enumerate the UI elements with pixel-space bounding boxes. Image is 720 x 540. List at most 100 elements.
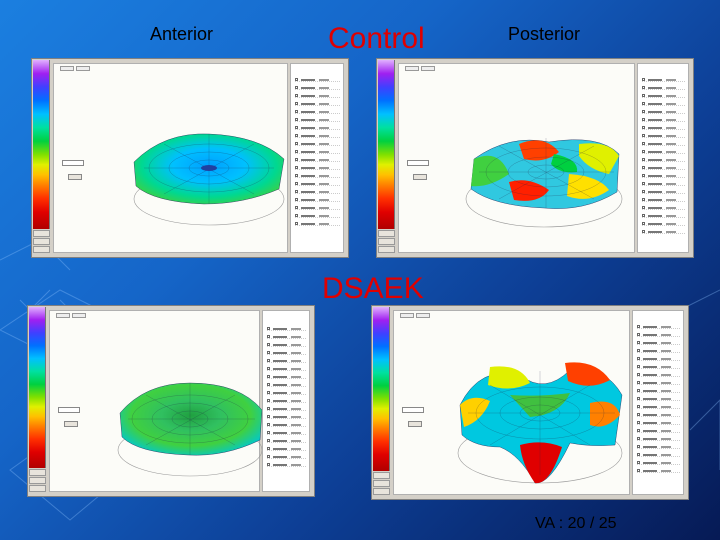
list-item[interactable] — [642, 166, 685, 170]
list-item[interactable] — [267, 327, 306, 331]
list-item[interactable] — [642, 134, 685, 138]
list-item[interactable] — [637, 349, 680, 353]
list-item[interactable] — [637, 437, 680, 441]
exaggeration-slider[interactable] — [402, 407, 424, 413]
scale-button[interactable] — [33, 230, 50, 237]
list-item[interactable] — [642, 126, 685, 130]
list-item[interactable] — [295, 198, 340, 202]
list-item[interactable] — [637, 421, 680, 425]
list-item[interactable] — [637, 365, 680, 369]
list-item[interactable] — [642, 158, 685, 162]
scale-button[interactable] — [29, 469, 46, 476]
scale-button[interactable] — [33, 238, 50, 245]
scale-button[interactable] — [373, 472, 390, 479]
list-item[interactable] — [637, 373, 680, 377]
list-item[interactable] — [295, 78, 340, 82]
list-item[interactable] — [295, 94, 340, 98]
list-item[interactable] — [637, 461, 680, 465]
scale-button[interactable] — [33, 246, 50, 253]
list-item[interactable] — [295, 150, 340, 154]
apply-button[interactable] — [408, 421, 422, 427]
list-item[interactable] — [637, 413, 680, 417]
list-item[interactable] — [267, 423, 306, 427]
scale-button[interactable] — [378, 230, 395, 237]
list-item[interactable] — [642, 110, 685, 114]
tab-options[interactable] — [72, 313, 86, 318]
list-item[interactable] — [642, 190, 685, 194]
list-item[interactable] — [295, 158, 340, 162]
list-item[interactable] — [267, 439, 306, 443]
list-item[interactable] — [637, 381, 680, 385]
list-item[interactable] — [642, 174, 685, 178]
scale-button[interactable] — [373, 480, 390, 487]
list-item[interactable] — [295, 166, 340, 170]
list-item[interactable] — [267, 415, 306, 419]
list-item[interactable] — [295, 118, 340, 122]
tab-options[interactable] — [76, 66, 90, 71]
list-item[interactable] — [267, 407, 306, 411]
list-item[interactable] — [642, 230, 685, 234]
tab-options[interactable] — [416, 313, 430, 318]
list-item[interactable] — [267, 399, 306, 403]
list-item[interactable] — [267, 375, 306, 379]
list-item[interactable] — [637, 325, 680, 329]
list-item[interactable] — [637, 357, 680, 361]
list-item[interactable] — [295, 134, 340, 138]
list-item[interactable] — [642, 118, 685, 122]
list-item[interactable] — [295, 86, 340, 90]
tab-view[interactable] — [56, 313, 70, 318]
list-item[interactable] — [267, 463, 306, 467]
list-item[interactable] — [637, 445, 680, 449]
apply-button[interactable] — [64, 421, 78, 427]
list-item[interactable] — [267, 351, 306, 355]
list-item[interactable] — [295, 126, 340, 130]
scale-button[interactable] — [29, 485, 46, 492]
list-item[interactable] — [642, 94, 685, 98]
surface-view[interactable] — [49, 310, 263, 492]
list-item[interactable] — [637, 405, 680, 409]
list-item[interactable] — [642, 206, 685, 210]
list-item[interactable] — [637, 469, 680, 473]
exaggeration-slider[interactable] — [62, 160, 84, 166]
apply-button[interactable] — [68, 174, 82, 180]
list-item[interactable] — [637, 389, 680, 393]
list-item[interactable] — [295, 222, 340, 226]
list-item[interactable] — [642, 142, 685, 146]
list-item[interactable] — [295, 206, 340, 210]
list-item[interactable] — [642, 182, 685, 186]
list-item[interactable] — [267, 455, 306, 459]
list-item[interactable] — [267, 431, 306, 435]
list-item[interactable] — [267, 383, 306, 387]
scale-button[interactable] — [373, 488, 390, 495]
exaggeration-slider[interactable] — [407, 160, 429, 166]
list-item[interactable] — [267, 367, 306, 371]
tab-view[interactable] — [400, 313, 414, 318]
list-item[interactable] — [642, 86, 685, 90]
list-item[interactable] — [295, 190, 340, 194]
surface-view[interactable] — [53, 63, 288, 253]
list-item[interactable] — [637, 453, 680, 457]
surface-view[interactable] — [398, 63, 635, 253]
list-item[interactable] — [637, 429, 680, 433]
list-item[interactable] — [267, 343, 306, 347]
tab-view[interactable] — [405, 66, 419, 71]
list-item[interactable] — [642, 78, 685, 82]
list-item[interactable] — [267, 359, 306, 363]
list-item[interactable] — [637, 397, 680, 401]
list-item[interactable] — [642, 222, 685, 226]
scale-button[interactable] — [378, 246, 395, 253]
exaggeration-slider[interactable] — [58, 407, 80, 413]
list-item[interactable] — [295, 182, 340, 186]
list-item[interactable] — [267, 447, 306, 451]
surface-view[interactable] — [393, 310, 630, 495]
list-item[interactable] — [642, 198, 685, 202]
list-item[interactable] — [295, 102, 340, 106]
tab-view[interactable] — [60, 66, 74, 71]
list-item[interactable] — [295, 142, 340, 146]
list-item[interactable] — [642, 214, 685, 218]
apply-button[interactable] — [413, 174, 427, 180]
tab-options[interactable] — [421, 66, 435, 71]
list-item[interactable] — [642, 102, 685, 106]
list-item[interactable] — [637, 341, 680, 345]
list-item[interactable] — [267, 335, 306, 339]
